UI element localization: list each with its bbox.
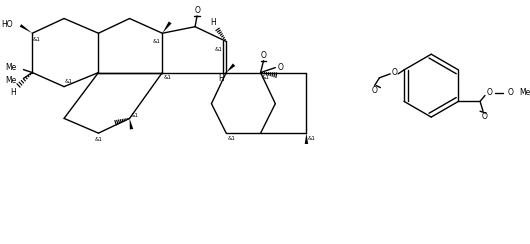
Text: HO: HO [1,20,13,29]
Polygon shape [129,118,133,130]
Text: O: O [195,7,201,15]
Text: &1: &1 [227,136,235,141]
Text: H: H [11,88,16,97]
Text: &1: &1 [307,136,315,141]
Text: O: O [261,51,267,60]
Text: &1: &1 [94,137,102,142]
Text: &1: &1 [65,79,73,84]
Text: Me: Me [519,88,530,97]
Polygon shape [162,21,172,33]
Polygon shape [305,133,308,144]
Polygon shape [226,63,235,72]
Text: O: O [487,88,493,97]
Text: &1: &1 [163,75,171,80]
Text: H: H [218,74,224,83]
Text: &1: &1 [130,113,138,118]
Text: &1: &1 [262,75,269,80]
Text: Me: Me [5,63,16,72]
Text: &1: &1 [32,37,40,42]
Text: O: O [391,68,397,77]
Text: &1: &1 [153,39,161,44]
Text: Me: Me [5,76,16,85]
Polygon shape [20,24,32,33]
Text: H: H [210,18,216,27]
Text: &1: &1 [215,47,222,52]
Text: O: O [482,112,488,121]
Text: O: O [372,86,377,95]
Text: O: O [508,88,514,97]
Text: O: O [277,63,283,72]
